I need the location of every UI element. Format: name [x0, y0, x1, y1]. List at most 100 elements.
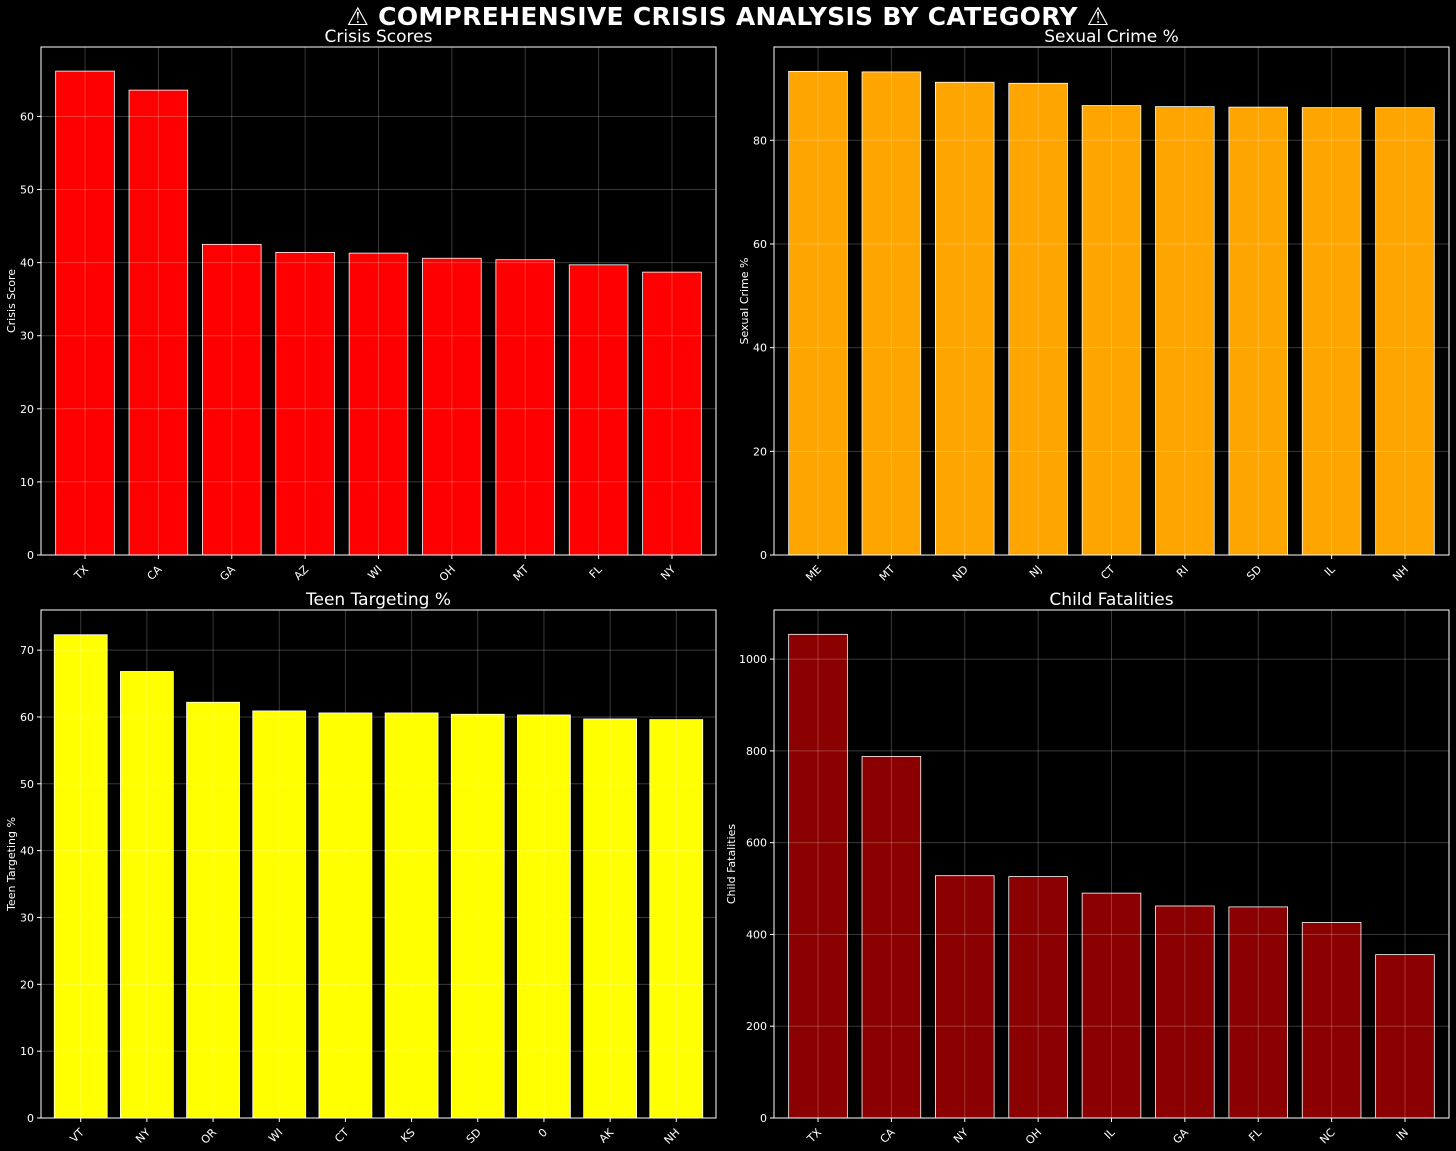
bar-tx [788, 633, 848, 1119]
bar-nd [935, 81, 995, 556]
crisis-scores-chart: 0 10 20 30 40 50 60 TX CA GA AZ WI OH MT FL NY Crisis Sc… [5, 27, 717, 584]
bar-tx [55, 70, 115, 556]
x-tick-label-nd: ND [950, 563, 971, 584]
y-tick-label: 10 [20, 1045, 34, 1058]
y-tick-label: 0 [27, 549, 34, 562]
bar-sd [1228, 106, 1288, 556]
y-tick-label: 200 [746, 1020, 767, 1033]
y-axis-label: Teen Targeting % [5, 817, 18, 912]
bar-oh [1008, 876, 1068, 1119]
bar-ca [128, 89, 189, 556]
y-tick-label: 10 [20, 476, 34, 489]
x-tick-label-in: IN [1394, 1126, 1411, 1143]
child-fatalities-chart: 0 200 400 600 800 1000 TX CA NY OH IL GA FL NC IN Child… [725, 590, 1450, 1147]
y-tick-label: 60 [20, 711, 34, 724]
bar-il [1301, 107, 1362, 556]
bar-or [186, 701, 240, 1119]
x-tick-label-ga: GA [1170, 1126, 1191, 1147]
y-tick-label: 800 [746, 745, 767, 758]
x-tick-label-ct: CT [332, 1126, 352, 1146]
x-tick-label-fl: FL [1246, 1125, 1265, 1144]
x-tick-label-ca: CA [878, 1126, 898, 1146]
bar-sd [450, 713, 505, 1119]
bar-nh [649, 719, 704, 1119]
x-tick-label-mt: MT [511, 563, 532, 584]
x-tick-label-ri: RI [1174, 563, 1191, 580]
bar-az [275, 251, 335, 556]
y-tick-label: 60 [20, 110, 34, 123]
bar-0 [517, 714, 571, 1119]
x-tick-label-ct: CT [1098, 563, 1118, 583]
bar-nc [1301, 922, 1362, 1119]
bar-oh [422, 257, 482, 556]
y-tick-label: 20 [20, 403, 34, 416]
x-tick-label-ks: KS [398, 1126, 417, 1145]
panel-title: Sexual Crime % [1044, 27, 1179, 47]
x-tick-label-wi: WI [365, 563, 384, 582]
x-tick-label-ny: NY [951, 1126, 971, 1146]
y-tick-label: 40 [20, 845, 34, 858]
y-axis-label: Crisis Score [5, 269, 18, 333]
panel-title: Teen Targeting % [305, 590, 451, 610]
x-tick-label-tx: TX [804, 1126, 824, 1146]
bar-ny [935, 875, 995, 1119]
x-tick-label-oh: OH [1023, 1126, 1044, 1147]
panel-title: Child Fatalities [1049, 590, 1173, 610]
x-tick-label-me: ME [803, 563, 824, 584]
x-tick-label-ca: CA [145, 563, 165, 583]
x-tick-label-nj: NJ [1027, 563, 1044, 580]
y-axis-label: Sexual Crime % [738, 257, 751, 344]
x-tick-label-ny: NY [658, 563, 678, 583]
bar-nj [1008, 82, 1068, 556]
x-tick-label-vt: VT [68, 1126, 87, 1145]
bar-ks [384, 712, 439, 1119]
x-tick-label-nc: NC [1317, 1126, 1338, 1147]
y-tick-label: 20 [20, 978, 34, 991]
y-tick-label: 20 [753, 445, 767, 458]
bar-ct [1081, 105, 1142, 556]
x-tick-label-fl: FL [587, 562, 606, 581]
bar-ca [861, 755, 922, 1119]
y-tick-label: 70 [20, 644, 34, 657]
bar-mt [495, 259, 555, 556]
y-tick-label: 40 [20, 257, 34, 270]
sexual-crime-chart: 0 20 40 60 80 ME MT ND NJ CT RI SD IL NH Sexual Crime … [738, 27, 1450, 584]
y-tick-label: 30 [20, 330, 34, 343]
bar-in [1375, 954, 1435, 1119]
x-tick-label-il: IL [1322, 562, 1338, 578]
bar-il [1081, 892, 1142, 1119]
x-tick-label-il: IL [1102, 1125, 1118, 1141]
x-tick-label-wi: WI [266, 1126, 285, 1145]
y-tick-label: 0 [760, 1112, 767, 1125]
x-tick-label-nh: NH [1390, 563, 1411, 584]
teen-targeting-chart: 0 10 20 30 40 50 60 70 VT NY OR WI CT KS SD 0 AK NH Teen T… [5, 590, 717, 1147]
y-tick-label: 0 [27, 1112, 34, 1125]
x-tick-label-sd: SD [1244, 563, 1264, 583]
bar-ri [1155, 106, 1215, 556]
y-tick-label: 60 [753, 238, 767, 251]
x-tick-label-sd: SD [464, 1126, 484, 1146]
bar-ct [318, 712, 373, 1119]
bar-ga [1155, 905, 1215, 1119]
bar-wi [252, 710, 307, 1119]
bar-ak [583, 718, 637, 1119]
y-tick-label: 1000 [739, 653, 767, 666]
x-tick-label-ga: GA [217, 563, 238, 584]
y-tick-label: 40 [753, 342, 767, 355]
bar-ga [202, 243, 262, 556]
figure-title: ⚠ COMPREHENSIVE CRISIS ANALYSIS BY CATEG… [346, 2, 1110, 31]
bar-ny [642, 271, 702, 556]
x-tick-label-az: AZ [291, 563, 311, 583]
y-tick-label: 50 [20, 778, 34, 791]
y-axis-label: Child Fatalities [725, 824, 738, 905]
y-tick-label: 400 [746, 928, 767, 941]
plot-frame [40, 609, 717, 1119]
x-tick-label-tx: TX [71, 563, 91, 583]
x-tick-label-0: 0 [536, 1126, 550, 1140]
y-tick-label: 600 [746, 837, 767, 850]
y-tick-label: 30 [20, 911, 34, 924]
x-tick-label-nh: NH [662, 1126, 683, 1147]
y-tick-label: 0 [760, 549, 767, 562]
y-tick-label: 50 [20, 184, 34, 197]
